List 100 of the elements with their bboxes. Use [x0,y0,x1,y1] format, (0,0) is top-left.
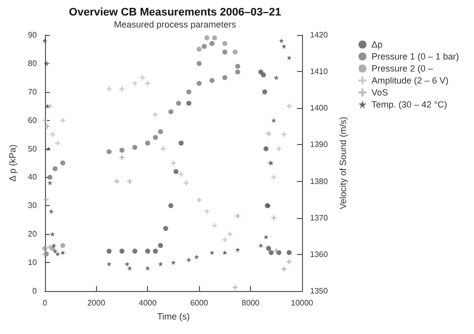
y-axis-title: Δ p (kPa) [8,144,18,182]
point [55,140,60,146]
point [274,248,279,254]
point [42,38,48,44]
point [235,64,240,69]
point [286,104,292,109]
point [163,226,168,231]
legend-label: Pressure 1 (0 – 1 bar) [371,52,460,62]
point [114,178,120,184]
point [286,259,292,264]
y-tick-label: 90 [28,30,38,40]
y2-tick-label: 1390 [310,140,328,150]
point [42,246,48,251]
point [276,146,282,152]
point [52,166,58,172]
y2-tick-label: 1410 [310,67,328,76]
point [235,69,240,74]
point [209,250,214,256]
point [274,75,279,80]
point [184,180,189,186]
point [158,129,164,134]
point [60,250,66,256]
point [278,38,284,44]
point [132,80,138,86]
point [173,169,178,174]
legend-label: Temp. (30 – 42 °C) [371,100,448,110]
point [209,78,214,84]
x-tick-label: 2000 [87,298,106,308]
point [132,248,138,254]
y-tick-label: 20 [28,230,38,239]
point [132,144,138,150]
y-tick-label: 10 [28,258,38,268]
x-tick-label: 8000 [242,298,260,308]
point [186,257,192,262]
point [235,247,240,252]
point [119,148,124,153]
point [196,80,202,86]
point [55,252,60,257]
point [42,118,48,123]
point [168,109,174,114]
point [260,72,266,78]
point [60,118,66,123]
point [222,75,228,80]
y2-tick-label: 1420 [310,30,328,40]
point [44,124,50,129]
point [127,266,132,271]
y2-tick-label: 1380 [310,176,328,186]
chart-subtitle: Measured process parameters [114,20,237,30]
point [271,174,276,180]
point [106,149,112,154]
point [209,41,214,46]
point [263,234,268,240]
point [170,260,176,266]
point [160,146,166,152]
point [266,131,272,136]
y2-tick-label: 1350 [310,286,328,296]
x-tick-label: 0 [42,298,48,308]
point [186,100,192,106]
point [268,250,274,256]
y2-tick-label: 1370 [310,213,328,222]
legend-label: VoS [371,88,388,98]
y-tick-label: 50 [28,144,38,154]
point [286,55,292,60]
point [44,104,50,109]
y-tick-label: 80 [28,58,38,68]
point [47,174,52,180]
x-tick-label: 4000 [138,298,158,308]
x-tick-label: 6000 [190,298,209,308]
point [119,248,124,254]
point [178,140,184,146]
point [271,118,276,123]
point [186,89,192,94]
point [145,248,150,254]
point [50,232,56,237]
point [202,44,207,49]
point [222,250,228,256]
point [262,89,268,94]
point [235,214,240,219]
x-axis-title: Time (s) [157,311,190,322]
point [258,242,264,248]
point [204,208,210,214]
y-tick-label: 30 [28,201,38,210]
point [52,248,58,254]
point [152,248,158,254]
point [222,41,228,46]
point [286,250,292,256]
legend-label: Amplitude (2 – 6 V) [371,76,449,86]
point [232,50,238,55]
point [60,160,66,166]
point [212,35,218,40]
point [124,261,130,266]
x-tick-label: 10000 [290,298,314,308]
point [222,50,228,55]
point [196,46,202,52]
point [140,75,146,80]
point [168,203,174,208]
y-tick-label: 40 [28,172,38,182]
point [271,215,276,220]
legend-label: Δp [371,40,382,50]
point [194,254,200,260]
